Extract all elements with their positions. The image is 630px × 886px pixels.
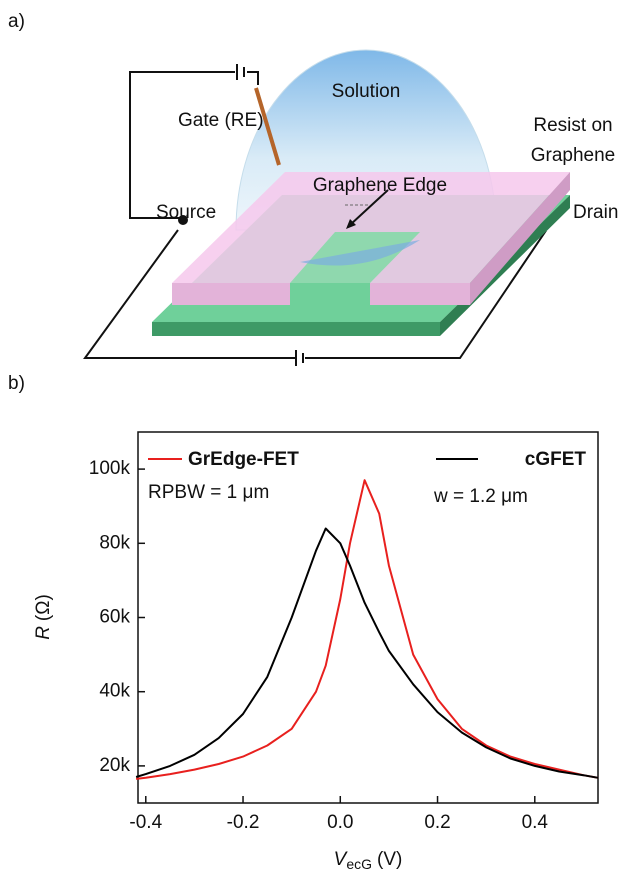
x-axis-label: VecG(V) bbox=[334, 849, 403, 872]
label-drain: Drain bbox=[573, 202, 618, 223]
label-solution: Solution bbox=[332, 81, 401, 102]
series-line bbox=[136, 480, 598, 779]
y-tick-label: 20k bbox=[99, 755, 130, 776]
label-source: Source bbox=[156, 202, 216, 223]
legend-label: cGFET bbox=[525, 449, 587, 470]
x-tick-label: -0.2 bbox=[227, 812, 260, 833]
x-tick-label: 0.4 bbox=[522, 812, 549, 833]
label-gate: Gate (RE) bbox=[178, 110, 264, 131]
y-tick-label: 100k bbox=[89, 458, 131, 479]
series-line bbox=[136, 529, 598, 778]
label-resist: Graphene bbox=[531, 145, 616, 166]
y-tick-label: 40k bbox=[99, 681, 130, 702]
label-resist: Resist on bbox=[533, 115, 612, 136]
x-tick-label: 0.0 bbox=[327, 812, 353, 833]
panel-label: b) bbox=[8, 373, 25, 394]
figure: a) Solution Gate (RE) Resist on Graphene… bbox=[0, 0, 630, 886]
panel-label: a) bbox=[8, 11, 25, 32]
annotation: RPBW = 1 μm bbox=[148, 482, 269, 503]
legend-label: GrEdge-FET bbox=[188, 449, 299, 470]
label-part: ecG bbox=[346, 856, 372, 872]
label-part: (Ω) bbox=[33, 594, 54, 621]
annotation: w = 1.2 μm bbox=[433, 486, 528, 507]
label-part: R bbox=[33, 626, 54, 640]
label-part: (V) bbox=[377, 849, 402, 870]
x-tick-label: -0.4 bbox=[129, 812, 162, 833]
y-axis-label: R (Ω) bbox=[33, 594, 54, 640]
label-edge: Graphene Edge bbox=[313, 175, 447, 196]
y-tick-label: 80k bbox=[99, 532, 130, 553]
x-tick-label: 0.2 bbox=[424, 812, 450, 833]
y-tick-label: 60k bbox=[99, 607, 130, 628]
